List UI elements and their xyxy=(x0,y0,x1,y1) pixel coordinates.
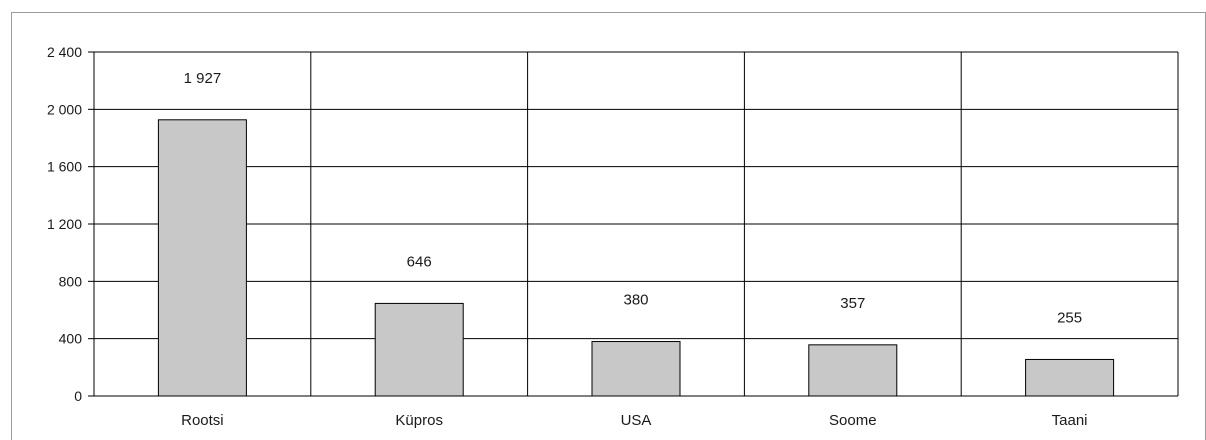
bar-rootsi xyxy=(157,119,247,397)
bar-soome xyxy=(808,344,898,397)
labels-layer: 0 400 800 1 200 1 600 2 000 2 400 1 927 Rootsi 64… xyxy=(47,44,1088,429)
data-label: 646 xyxy=(407,253,432,270)
y-tick-label: 1 200 xyxy=(47,216,82,232)
y-tick-label: 800 xyxy=(59,273,83,289)
y-tick-label: 2 400 xyxy=(47,44,82,60)
y-tick-label: 400 xyxy=(59,331,83,347)
x-tick-label: Taani xyxy=(1052,412,1088,429)
data-label: 255 xyxy=(1057,309,1082,326)
axis-layer xyxy=(88,51,1178,397)
y-tick-label: 1 600 xyxy=(47,159,82,175)
x-tick-label: Rootsi xyxy=(181,412,224,429)
x-tick-label: Soome xyxy=(829,412,877,429)
bar-taani xyxy=(1025,358,1115,397)
x-tick-label: Küpros xyxy=(395,412,443,429)
data-label: 1 927 xyxy=(184,70,222,87)
x-tick-label: USA xyxy=(621,412,652,429)
data-label: 380 xyxy=(623,292,648,309)
bar-küpros xyxy=(374,302,464,397)
bars-layer xyxy=(157,119,1115,397)
bar-usa xyxy=(591,341,681,397)
grid-layer xyxy=(94,51,1179,396)
data-label: 357 xyxy=(840,295,865,312)
y-tick-label: 0 xyxy=(74,388,82,404)
y-tick-label: 2 000 xyxy=(47,101,82,117)
